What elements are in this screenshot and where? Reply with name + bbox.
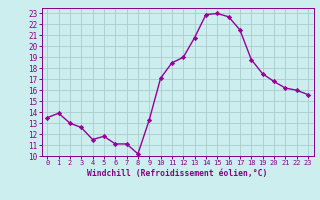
X-axis label: Windchill (Refroidissement éolien,°C): Windchill (Refroidissement éolien,°C) (87, 169, 268, 178)
